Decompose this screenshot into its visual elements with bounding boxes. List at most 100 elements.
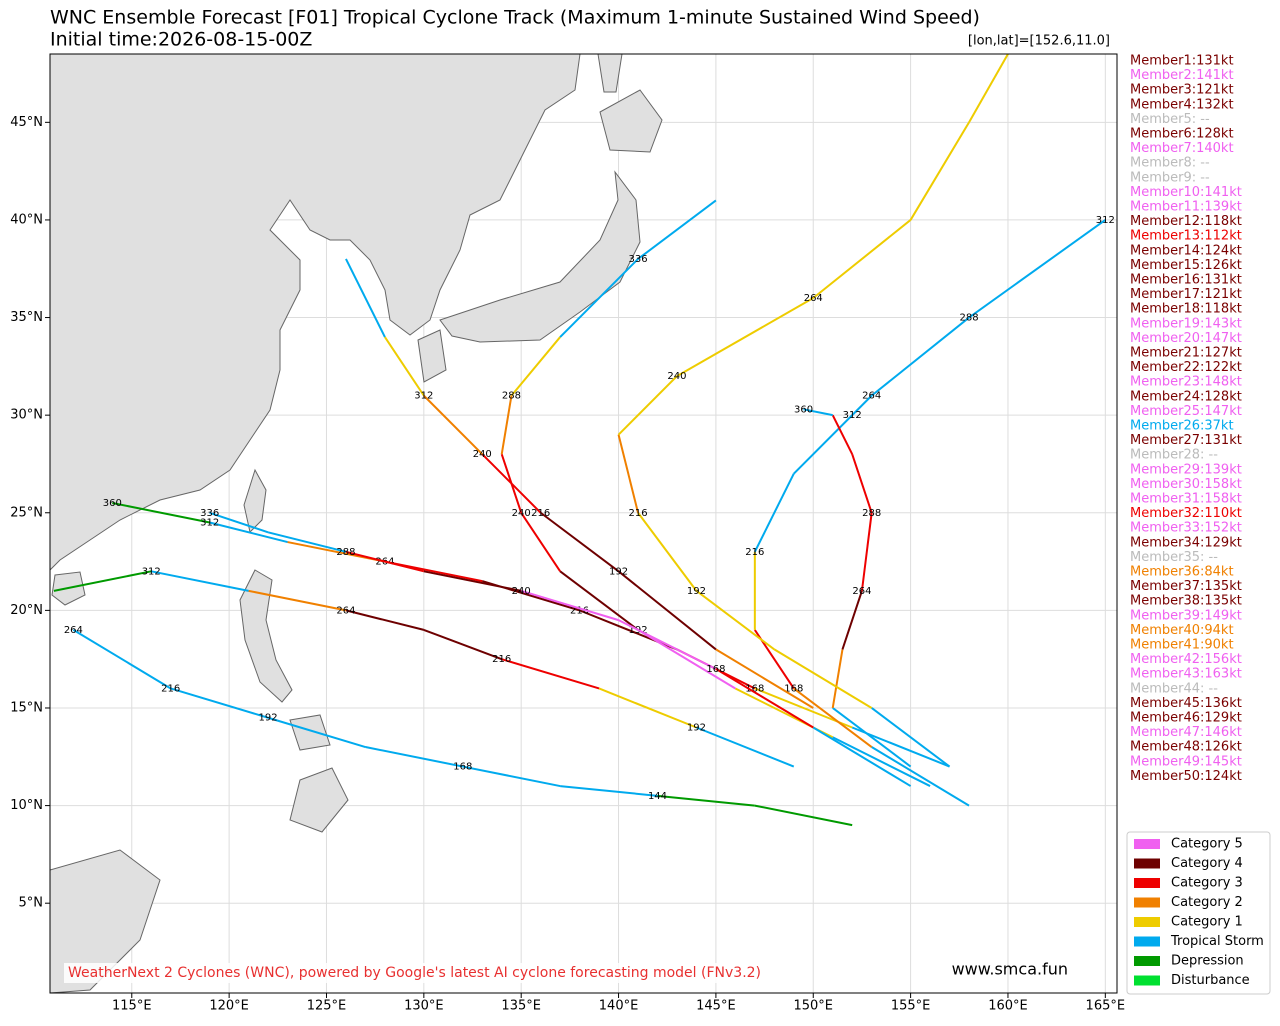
track-segment: [365, 746, 463, 768]
x-tick-label: 155°E: [891, 999, 931, 1014]
member-label: Member48:126kt: [1130, 740, 1242, 755]
track-segment: [510, 336, 561, 397]
x-tick-label: 165°E: [1086, 999, 1126, 1014]
member-label: Member16:131kt: [1130, 273, 1242, 288]
member-label: Member1:131kt: [1130, 54, 1234, 69]
track-segment: [637, 629, 736, 690]
member-label: Member15:126kt: [1130, 258, 1242, 273]
member-label: Member10:141kt: [1130, 185, 1242, 200]
track-segment: [657, 794, 755, 807]
track-segment: [617, 434, 639, 514]
track-segment: [481, 453, 542, 514]
track-segment: [345, 550, 425, 573]
track-segment: [695, 590, 775, 651]
track-segment: [637, 512, 698, 592]
member-label: Member47:146kt: [1130, 725, 1242, 740]
track-segment: [831, 649, 844, 709]
track-segment: [248, 589, 347, 612]
track-segment: [267, 531, 347, 553]
track-segment: [384, 336, 425, 397]
x-tick-label: 125°E: [307, 999, 347, 1014]
hour-label: 240: [473, 449, 492, 460]
member-label: Member2:141kt: [1130, 68, 1234, 83]
track-segment: [715, 648, 814, 709]
legend-label: Category 5: [1171, 837, 1243, 852]
track-segment: [909, 121, 970, 221]
track-segment: [860, 512, 873, 591]
hour-label: 312: [414, 391, 433, 402]
hour-label: 192: [609, 566, 628, 577]
x-tick-label: 140°E: [599, 999, 639, 1014]
hour-label: 240: [667, 371, 686, 382]
hour-label: 192: [687, 586, 706, 597]
track-segment: [151, 570, 249, 592]
member-label: Member40:94kt: [1130, 623, 1234, 638]
member-label: Member21:127kt: [1130, 346, 1242, 361]
legend-swatch: [1134, 936, 1160, 947]
member-label: Member31:158kt: [1130, 492, 1242, 507]
hour-label: 264: [64, 625, 83, 636]
member-label: Member20:147kt: [1130, 331, 1242, 346]
track-segment: [462, 765, 561, 788]
track-segment: [715, 668, 814, 729]
credit: WeatherNext 2 Cyclones (WNC), powered by…: [68, 965, 761, 981]
track-segment: [754, 804, 853, 827]
hour-label: 168: [745, 683, 764, 694]
legend-swatch: [1134, 839, 1160, 849]
track-segment: [803, 408, 833, 417]
track-segment: [841, 590, 863, 650]
legend-label: Category 1: [1171, 915, 1243, 930]
title: WNC Ensemble Forecast [F01] Tropical Cyc…: [50, 7, 980, 29]
hour-label: 216: [570, 605, 589, 616]
member-label: Member23:148kt: [1130, 375, 1242, 390]
y-tick-label: 45°N: [10, 115, 43, 130]
track-segment: [72, 629, 172, 690]
track-segment: [812, 219, 912, 299]
legend-label: Category 3: [1171, 876, 1243, 891]
track-segment: [345, 258, 386, 338]
member-label: Member43:163kt: [1130, 667, 1242, 682]
hour-label: 336: [200, 508, 219, 519]
member-label: Member41:90kt: [1130, 638, 1234, 653]
legend-swatch: [1134, 897, 1160, 908]
track-segment: [520, 589, 619, 622]
x-tick-label: 120°E: [209, 999, 249, 1014]
member-label: Member19:143kt: [1130, 316, 1242, 331]
x-tick-label: 135°E: [501, 999, 541, 1014]
track-segment: [637, 199, 717, 260]
hour-label: 360: [794, 404, 813, 415]
member-label: Member34:129kt: [1130, 535, 1242, 550]
member-label: Member45:136kt: [1130, 696, 1242, 711]
x-tick-label: 145°E: [696, 999, 736, 1014]
track-segment: [423, 394, 483, 455]
legend-label: Category 2: [1171, 895, 1243, 910]
track-segment: [871, 316, 970, 397]
legend-swatch: [1134, 878, 1160, 888]
member-label: Member8: --: [1130, 156, 1210, 171]
y-tick-label: 35°N: [10, 310, 43, 325]
member-label: Member14:124kt: [1130, 243, 1242, 258]
hour-label: 168: [453, 762, 472, 773]
hour-label: 240: [512, 586, 531, 597]
subtitle: Initial time:2026-08-15-00Z: [50, 29, 312, 51]
track-segment: [832, 736, 931, 787]
track-segment: [831, 414, 854, 455]
track-segment: [423, 570, 522, 592]
x-tick-label: 130°E: [404, 999, 444, 1014]
member-label: Member18:118kt: [1130, 302, 1242, 317]
track-segment: [209, 511, 269, 534]
legend-swatch: [1134, 858, 1160, 869]
track-segment: [209, 521, 288, 544]
member-label: Member12:118kt: [1130, 214, 1242, 229]
track-segment: [968, 219, 1106, 319]
member-label: Member37:135kt: [1130, 579, 1242, 594]
member-label: Member49:145kt: [1130, 754, 1242, 769]
plot-frame: [49, 53, 1118, 994]
y-tick-label: 30°N: [10, 408, 43, 423]
member-label: Member32:110kt: [1130, 506, 1242, 521]
hour-label: 360: [103, 498, 122, 509]
member-label: Member36:84kt: [1130, 565, 1234, 580]
x-tick-label: 160°E: [988, 999, 1028, 1014]
hour-label: 312: [200, 518, 219, 529]
